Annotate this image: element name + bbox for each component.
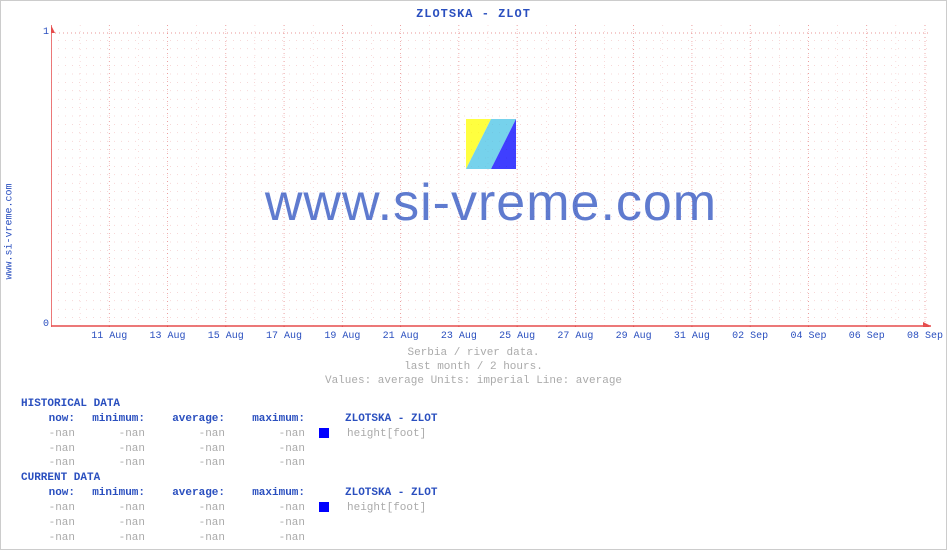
table-title: HISTORICAL DATA: [21, 397, 936, 412]
table-cell: -nan: [151, 501, 231, 516]
table-title: CURRENT DATA: [21, 471, 936, 486]
table-row: -nan-nan-nan-nan: [21, 456, 936, 471]
table-row: -nan-nan-nan-nan: [21, 516, 936, 531]
table-cell: -nan: [151, 531, 231, 546]
x-tick: 21 Aug: [379, 331, 423, 342]
x-tick: 11 Aug: [87, 331, 131, 342]
table-cell: -nan: [231, 456, 311, 471]
table-header-row: now:minimum:average:maximum: ZLOTSKA - ZL…: [21, 486, 936, 501]
x-tick: 13 Aug: [146, 331, 190, 342]
x-tick: 06 Sep: [845, 331, 889, 342]
x-tick: 19 Aug: [320, 331, 364, 342]
current-table: CURRENT DATAnow:minimum:average:maximum:…: [21, 471, 936, 545]
table-header-cell: now:: [21, 412, 81, 427]
table-header-row: now:minimum:average:maximum: ZLOTSKA - ZL…: [21, 412, 936, 427]
table-row: -nan-nan-nan-nan: [21, 442, 936, 457]
table-header-cell: maximum:: [231, 412, 311, 427]
unit-label: height[foot]: [341, 501, 426, 516]
table-cell: -nan: [81, 516, 151, 531]
unit-label: height[foot]: [341, 427, 426, 442]
legend-swatch: [319, 502, 329, 512]
table-cell: -nan: [151, 442, 231, 457]
table-header-cell: average:: [151, 412, 231, 427]
table-cell: -nan: [21, 442, 81, 457]
table-header-cell: minimum:: [81, 412, 151, 427]
x-tick: 25 Aug: [495, 331, 539, 342]
plot-svg: [51, 25, 931, 327]
y-axis-label-container: www.si-vreme.com: [3, 171, 17, 291]
table-cell: -nan: [231, 442, 311, 457]
x-tick: 08 Sep: [903, 331, 947, 342]
table-cell: -nan: [21, 427, 81, 442]
table-cell: -nan: [81, 531, 151, 546]
historical-table: HISTORICAL DATAnow:minimum:average:maxim…: [21, 397, 936, 471]
x-tick: 15 Aug: [204, 331, 248, 342]
x-tick: 17 Aug: [262, 331, 306, 342]
table-row: -nan-nan-nan-nanheight[foot]: [21, 427, 936, 442]
chart-frame: www.si-vreme.com ZLOTSKA - ZLOT www.si-v…: [0, 0, 947, 550]
table-cell: -nan: [81, 427, 151, 442]
chart-title: ZLOTSKA - ZLOT: [1, 7, 946, 21]
table-row: -nan-nan-nan-nanheight[foot]: [21, 501, 936, 516]
x-tick: 02 Sep: [728, 331, 772, 342]
table-cell: -nan: [151, 427, 231, 442]
table-cell: -nan: [231, 501, 311, 516]
legend-swatch: [319, 428, 329, 438]
x-tick: 31 Aug: [670, 331, 714, 342]
table-row: -nan-nan-nan-nan: [21, 531, 936, 546]
table-cell: -nan: [21, 456, 81, 471]
caption-line-1: Serbia / river data.: [1, 347, 946, 359]
table-cell: -nan: [231, 531, 311, 546]
series-label: ZLOTSKA - ZLOT: [341, 412, 437, 427]
caption-line-2: last month / 2 hours.: [1, 361, 946, 373]
table-cell: -nan: [231, 516, 311, 531]
table-cell: -nan: [231, 427, 311, 442]
y-tick: 0: [37, 319, 49, 330]
table-cell: -nan: [81, 456, 151, 471]
table-header-cell: average:: [151, 486, 231, 501]
table-cell: -nan: [21, 531, 81, 546]
x-tick: 29 Aug: [612, 331, 656, 342]
table-header-cell: now:: [21, 486, 81, 501]
table-header-cell: minimum:: [81, 486, 151, 501]
table-cell: -nan: [151, 516, 231, 531]
y-axis-label: www.si-vreme.com: [5, 183, 16, 279]
table-cell: -nan: [21, 516, 81, 531]
caption-line-3: Values: average Units: imperial Line: av…: [1, 375, 946, 387]
plot-area: [51, 25, 931, 327]
table-cell: -nan: [151, 456, 231, 471]
x-tick: 04 Sep: [786, 331, 830, 342]
table-header-cell: maximum:: [231, 486, 311, 501]
y-tick: 1: [37, 27, 49, 38]
table-cell: -nan: [81, 501, 151, 516]
x-tick: 23 Aug: [437, 331, 481, 342]
data-tables: HISTORICAL DATAnow:minimum:average:maxim…: [21, 397, 936, 545]
table-cell: -nan: [21, 501, 81, 516]
series-label: ZLOTSKA - ZLOT: [341, 486, 437, 501]
x-tick: 27 Aug: [553, 331, 597, 342]
table-cell: -nan: [81, 442, 151, 457]
